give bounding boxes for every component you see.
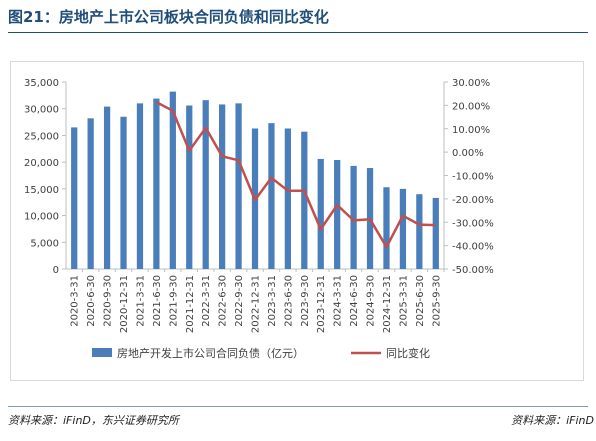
footer-divider: [8, 406, 588, 407]
y-right-tick-label: -40.00%: [452, 242, 494, 253]
bar: [317, 158, 324, 269]
y-left-tick-label: 25,000: [24, 131, 59, 142]
x-tick-label: 2022-3-31: [201, 275, 212, 327]
legend-label-bar: 房地产开发上市公司合同负债（亿元）: [117, 346, 304, 360]
x-tick-label: 2022-9-30: [234, 275, 245, 327]
y-left-tick-label: 30,000: [24, 105, 59, 116]
y-right-tick-label: -20.00%: [452, 195, 494, 206]
bar: [383, 187, 390, 269]
bar: [186, 105, 193, 269]
source-note: 资料来源：iFinD，东兴证券研究所: [8, 414, 179, 427]
bar: [350, 165, 357, 269]
y-left-tick-label: 0: [53, 265, 59, 276]
x-tick-label: 2025-9-30: [431, 275, 442, 327]
bar: [153, 98, 160, 269]
y-left-tick-label: 20,000: [24, 158, 59, 169]
chart-frame: 0 5,000 10,000 15,000 20,000 25,000 30,000 35,0…: [10, 61, 584, 381]
y-right-tick-label: 20.00%: [452, 101, 490, 112]
bar: [268, 123, 275, 269]
y-left-tick-label: 10,000: [24, 212, 59, 223]
x-tick-label: 2023-9-30: [300, 275, 311, 327]
y-right-tick-label: 0.00%: [452, 148, 484, 159]
bar: [416, 194, 423, 269]
x-tick-label: 2020-9-30: [103, 275, 114, 327]
x-tick-label: 2021-6-30: [152, 275, 163, 327]
x-tick-label: 2021-9-30: [168, 275, 179, 327]
x-tick-label: 2023-3-31: [267, 275, 278, 327]
x-tick-label: 2024-6-30: [349, 275, 360, 327]
bar: [432, 197, 439, 269]
x-tick-label: 2025-6-30: [415, 275, 426, 327]
bar: [334, 160, 341, 269]
title-divider: [8, 32, 588, 33]
x-tick-label: 2024-12-31: [382, 275, 393, 333]
y-left-tick-label: 5,000: [30, 238, 59, 249]
bar: [120, 116, 127, 269]
legend-label-line: 同比变化: [386, 346, 430, 360]
y-right-tick-label: -50.00%: [452, 265, 494, 276]
bar: [219, 104, 226, 269]
x-tick-label: 2022-12-31: [251, 275, 262, 333]
y-right-tick-label: -30.00%: [452, 218, 494, 229]
x-tick-label: 2020-6-30: [86, 275, 97, 327]
y-right-tick-label: -10.00%: [452, 172, 494, 183]
bar: [87, 118, 94, 270]
x-tick-label: 2020-3-31: [70, 275, 81, 327]
bar: [136, 103, 144, 269]
y-right-tick-label: 30.00%: [452, 78, 490, 89]
y-left-tick-label: 35,000: [24, 78, 59, 89]
bar: [202, 100, 209, 269]
x-tick-label: 2022-6-30: [218, 275, 229, 327]
bar: [301, 131, 308, 269]
x-tick-label: 2024-3-31: [333, 275, 344, 327]
source-note-right: 资料来源：iFinD: [511, 414, 594, 427]
bar: [103, 106, 111, 269]
y-right-tick-label: 10.00%: [452, 125, 490, 136]
bar: [399, 188, 407, 269]
x-tick-label: 2021-3-31: [135, 275, 146, 327]
series-line-yoy: [155, 100, 436, 249]
x-tick-label: 2024-9-30: [366, 275, 377, 327]
x-tick-label: 2025-3-31: [398, 275, 409, 327]
bar: [169, 91, 176, 269]
bar: [284, 128, 291, 269]
bar: [71, 127, 78, 270]
x-tick-label: 2021-12-31: [185, 275, 196, 333]
combo-chart: 0 5,000 10,000 15,000 20,000 25,000 30,000 35,0…: [24, 78, 494, 360]
legend-swatch-bar: [92, 348, 112, 357]
x-tick-label: 2023-12-31: [316, 275, 327, 333]
y-left-tick-label: 15,000: [24, 185, 59, 196]
x-tick-label: 2020-12-31: [119, 275, 130, 333]
figure-title: 图21：房地产上市公司板块合同负债和同比变化: [8, 8, 329, 26]
x-tick-label: 2023-6-30: [283, 275, 294, 327]
bar: [235, 103, 242, 269]
